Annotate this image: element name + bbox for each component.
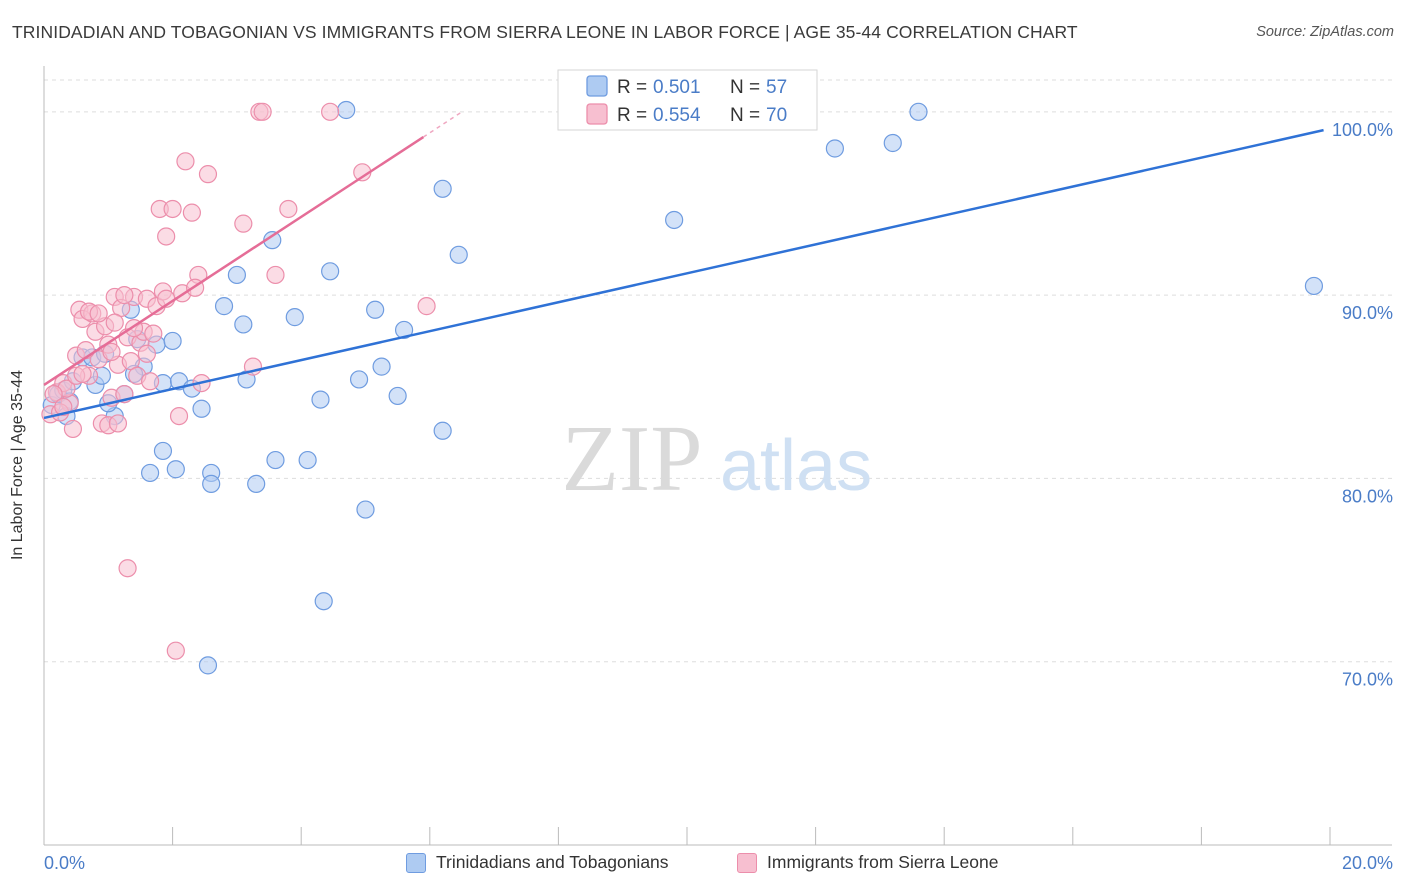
watermark-zip: ZIP [562, 407, 703, 511]
blue-point-25 [202, 474, 221, 494]
blue-point-43 [394, 320, 414, 340]
stats-swatch-0 [586, 75, 608, 97]
legend-item-sierra-leone[interactable]: Immigrants from Sierra Leone [737, 852, 998, 873]
pink-point-54 [76, 341, 95, 360]
stats-swatch-1 [586, 103, 608, 125]
blue-point-39 [349, 370, 369, 389]
y-tick-label-1: 80.0% [1342, 486, 1393, 506]
legend-item-trinidadians[interactable]: Trinidadians and Tobagonians [406, 852, 669, 873]
blue-point-40 [366, 300, 385, 319]
stats-r-value-0: 0.501 [653, 77, 701, 98]
blue-point-50 [883, 133, 902, 153]
pink-point-46 [279, 199, 298, 219]
pink-point-68 [115, 286, 134, 305]
bottom-legend: Trinidadians and Tobagonians Immigrants … [0, 852, 1406, 878]
blue-point-20 [192, 399, 211, 418]
legend-swatch-pink [737, 852, 757, 873]
pink-point-33 [163, 199, 182, 219]
blue-point-34 [227, 265, 246, 285]
pink-point-62 [137, 344, 156, 363]
legend-swatch-blue [406, 852, 426, 873]
pink-point-51 [118, 559, 137, 578]
pink-point-27 [140, 372, 160, 391]
pink-point-47 [321, 102, 340, 121]
blue-point-33 [234, 315, 253, 334]
stats-n-value-0: 57 [766, 77, 787, 98]
stats-r-label-1: R = [617, 105, 647, 126]
chart-title: TRINIDADIAN AND TOBAGONIAN VS IMMIGRANTS… [12, 22, 1078, 42]
pink-point-52 [166, 641, 185, 660]
data-points [41, 100, 1324, 675]
stats-legend: R = 0.501 N = 57 R = 0.554 N = 70 [557, 69, 818, 131]
pink-point-60 [108, 414, 128, 433]
stats-r-value-1: 0.554 [653, 105, 701, 126]
y-tick-label-3: 100.0% [1332, 120, 1393, 140]
watermark-atlas: atlas [720, 426, 872, 506]
trend-line-sierra-leone [43, 135, 425, 386]
blue-point-38 [311, 390, 330, 409]
legend-label-trinidadians: Trinidadians and Tobagonians [436, 852, 669, 872]
blue-point-26 [247, 474, 266, 494]
pink-point-41 [234, 214, 253, 233]
y-tick-label-2: 90.0% [1342, 303, 1393, 323]
blue-point-47 [337, 100, 356, 120]
blue-point-41 [372, 357, 391, 376]
pink-point-28 [144, 324, 163, 343]
blue-point-30 [314, 592, 333, 611]
blue-point-23 [166, 460, 185, 479]
tick-labels: 70.0% 80.0% 90.0% 100.0% 0.0% 20.0% [44, 120, 1393, 873]
pink-point-32 [157, 227, 176, 246]
x-tick-label-1: 20.0% [1342, 853, 1393, 873]
trend-lines [43, 111, 1324, 420]
blue-point-22 [140, 463, 160, 483]
pink-point-66 [102, 342, 121, 362]
pink-point-37 [182, 203, 201, 222]
pink-point-53 [105, 313, 124, 332]
blue-point-46 [449, 245, 468, 264]
blue-point-17 [163, 331, 182, 351]
pink-point-4 [63, 419, 83, 439]
pink-point-64 [44, 384, 63, 404]
pink-point-65 [54, 397, 73, 417]
pink-point-61 [89, 304, 108, 323]
x-tick-label-0: 0.0% [44, 853, 85, 873]
pink-point-40 [198, 165, 218, 184]
blue-point-29 [356, 500, 375, 519]
pink-point-36 [176, 152, 195, 171]
blue-point-49 [825, 139, 844, 158]
blue-point-21 [153, 441, 173, 461]
trend-line-trinidadians [43, 128, 1324, 420]
pink-point-49 [417, 297, 436, 316]
watermark: ZIP atlas [562, 407, 873, 511]
pink-point-45 [266, 265, 285, 285]
pink-point-44 [253, 102, 272, 121]
blue-point-42 [388, 386, 407, 406]
blue-point-31 [198, 656, 218, 675]
blue-point-27 [266, 450, 285, 470]
blue-point-56 [214, 297, 234, 316]
blue-point-52 [1304, 276, 1324, 296]
stats-r-label-0: R = [617, 77, 647, 98]
blue-point-51 [909, 102, 928, 121]
axes [43, 66, 1392, 846]
y-tick-label-0: 70.0% [1342, 670, 1393, 690]
pink-point-34 [169, 406, 189, 426]
stats-n-label-1: N = [730, 105, 760, 126]
legend-label-sierra-leone: Immigrants from Sierra Leone [767, 852, 999, 872]
pink-point-67 [73, 364, 92, 384]
blue-point-45 [433, 179, 452, 198]
blue-point-44 [433, 421, 452, 440]
stats-n-label-0: N = [730, 77, 760, 98]
source-credit: Source: ZipAtlas.com [1256, 24, 1394, 40]
blue-point-37 [285, 308, 304, 327]
blue-point-28 [298, 450, 317, 470]
trend-line-sierra-leone-extension [422, 111, 463, 138]
stats-n-value-1: 70 [766, 105, 787, 126]
blue-point-48 [665, 210, 684, 230]
blue-point-36 [321, 262, 340, 281]
